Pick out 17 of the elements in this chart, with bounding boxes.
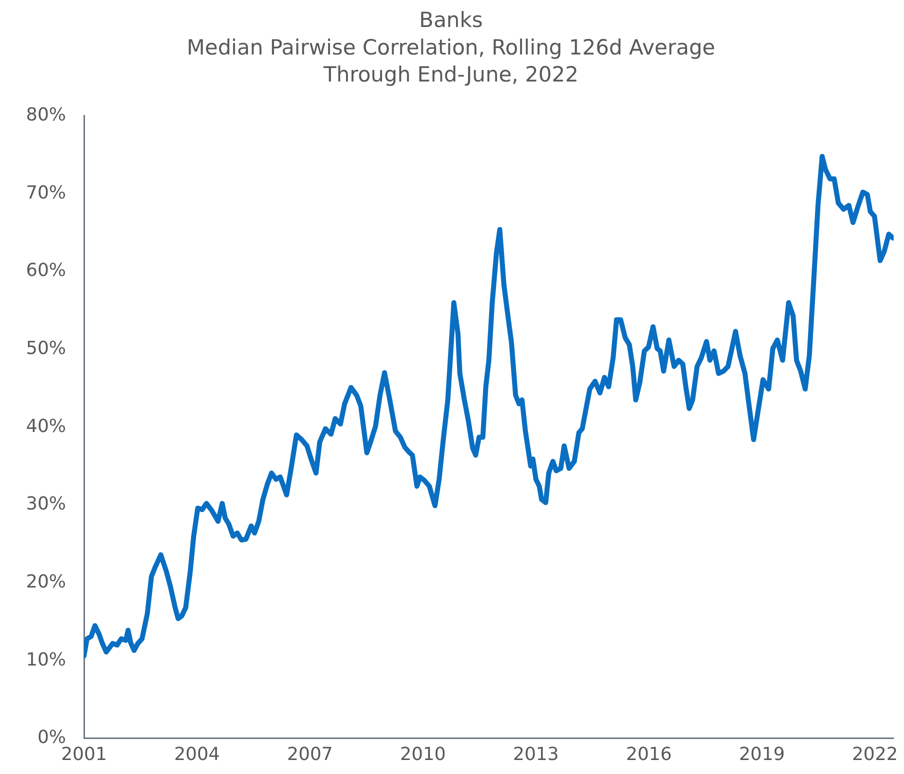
x-tick-label: 2019 [738,744,785,765]
y-tick-label: 10% [26,649,66,670]
x-tick-label: 2016 [626,744,672,765]
y-tick-label: 70% [26,182,66,204]
y-tick-label: 30% [26,494,66,515]
x-tick-label: 2004 [174,744,220,765]
x-tick-label: 2022 [852,744,898,765]
y-tick-label: 60% [26,260,66,282]
x-tick-label: 2013 [513,744,559,765]
x-tick-label: 2001 [61,744,107,765]
chart-title: Banks Median Pairwise Correlation, Rolling 126d Average Through End-June, 2022 [186,8,716,87]
x-tick-label: 2010 [400,744,446,765]
y-tick-label: 50% [26,338,66,360]
y-tick-label: 40% [26,416,66,437]
y-tick-label: 20% [26,571,66,592]
y-tick-label: 80% [26,104,66,126]
x-tick-label: 2007 [287,744,333,765]
